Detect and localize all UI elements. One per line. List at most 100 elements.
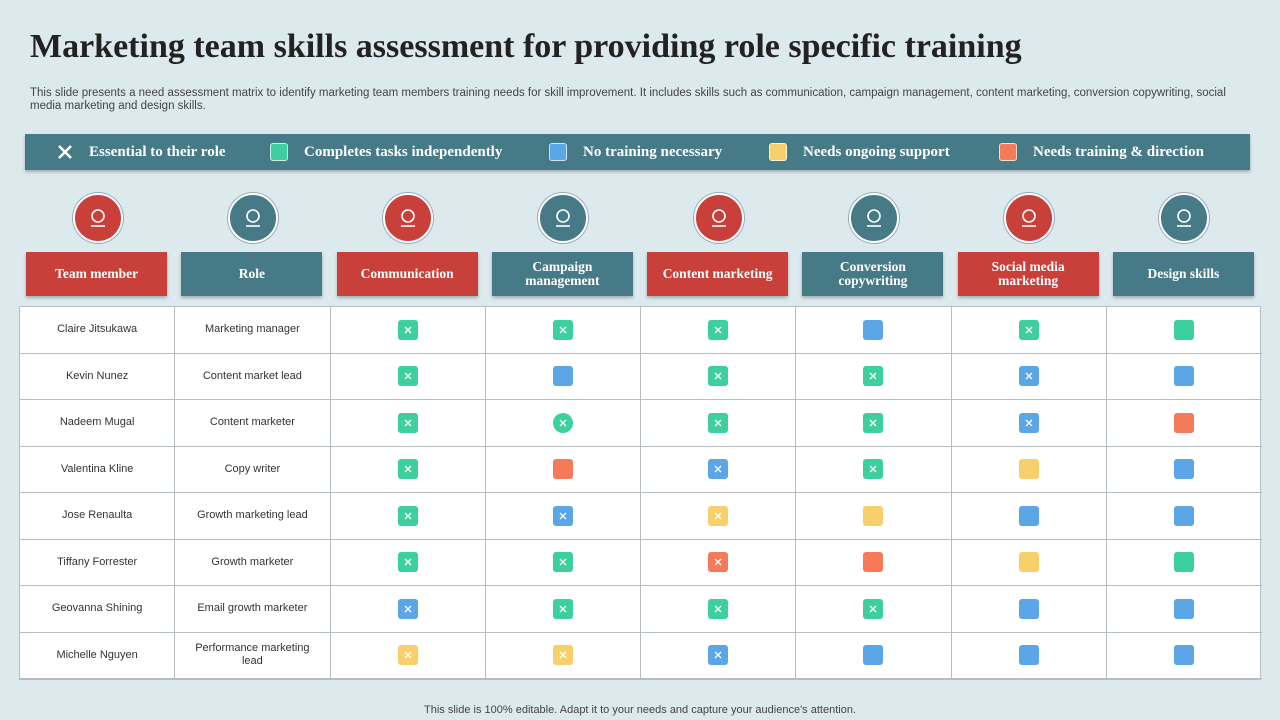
x-marker (1025, 372, 1033, 380)
status-swatch (397, 459, 418, 480)
role-cell: Marketing manager (175, 307, 331, 354)
x-marker (404, 326, 412, 334)
status-swatch (397, 598, 418, 619)
status-swatch (552, 645, 573, 666)
column-icon (538, 193, 589, 243)
status-swatch (552, 366, 573, 387)
skill-cell (641, 446, 797, 493)
status-swatch (552, 552, 573, 573)
column-header: Content marketing (647, 252, 789, 296)
status-swatch (863, 552, 884, 573)
skill-cell (485, 493, 641, 540)
status-swatch (552, 459, 573, 480)
status-swatch (397, 319, 418, 340)
status-swatch (708, 552, 729, 573)
skill-cell (796, 493, 952, 540)
status-swatch (397, 552, 418, 573)
legend-label: No training necessary (583, 143, 723, 160)
status-swatch (863, 459, 884, 480)
skill-cell (796, 539, 952, 586)
member-name: Nadeem Mugal (59, 416, 135, 429)
legend-item: Needs training & direction (999, 134, 1204, 170)
legend-item: Completes tasks independently (270, 134, 502, 170)
x-marker (1025, 419, 1033, 427)
x-marker (869, 605, 877, 613)
x-marker (404, 419, 412, 427)
skill-cell (951, 307, 1107, 354)
status-swatch (552, 598, 573, 619)
status-swatch (1018, 645, 1039, 666)
status-swatch (552, 319, 573, 340)
role-cell: Growth marketing lead (175, 493, 331, 540)
name-cell: Jose Renaulta (20, 493, 176, 540)
icon-glyph (866, 209, 881, 227)
status-swatch (1174, 412, 1195, 433)
legend-x (55, 142, 75, 162)
x-marker (714, 465, 722, 473)
skill-cell (1106, 447, 1262, 493)
column-icon (1004, 193, 1055, 243)
skill-cell (485, 632, 641, 679)
skill-cell (485, 400, 641, 447)
legend-label: Needs ongoing support (803, 143, 950, 160)
skill-cell (951, 539, 1107, 586)
status-swatch (1018, 598, 1039, 619)
skill-cell (951, 493, 1107, 540)
status-swatch (708, 598, 729, 619)
status-swatch (1174, 552, 1195, 573)
column-header: Social media marketing (957, 252, 1099, 296)
title: Marketing team skills assessment for pro… (30, 28, 1022, 65)
legend-swatch (549, 143, 567, 161)
status-swatch (708, 459, 729, 480)
member-name: Jose Renaulta (61, 509, 133, 522)
role-cell: Email growth marketer (175, 586, 331, 633)
skill-cell (796, 307, 952, 354)
status-swatch (708, 505, 729, 526)
column-header-label: Design skills (1147, 266, 1220, 281)
x-marker (714, 558, 722, 566)
column-header: Conversion copywriting (802, 252, 944, 296)
status-swatch (708, 645, 729, 666)
icon-glyph (556, 209, 571, 227)
column-header-label: Campaign management (525, 259, 600, 288)
column-header-label: Communication (360, 266, 454, 281)
column-header: Campaign management (491, 252, 633, 296)
skill-cell (641, 307, 797, 354)
column-header: Communication (336, 252, 478, 296)
skill-cell (641, 632, 797, 679)
x-marker (404, 558, 412, 566)
x-marker (869, 372, 877, 380)
column-icon (72, 193, 123, 243)
status-swatch (1174, 505, 1195, 526)
skill-cell (330, 632, 486, 679)
footer: This slide is 100% editable. Adapt it to… (424, 704, 856, 716)
name-cell: Michelle Nguyen (20, 632, 176, 679)
member-role: Marketing manager (204, 323, 300, 336)
status-swatch (708, 412, 729, 433)
x-marker (559, 419, 567, 427)
skill-cell (330, 539, 486, 586)
skill-cell (951, 446, 1107, 493)
name-cell: Claire Jitsukawa (20, 307, 176, 354)
skill-cell (1106, 354, 1262, 400)
legend-label: Needs training & direction (1033, 143, 1204, 160)
x-marker (559, 558, 567, 566)
x-marker (1025, 326, 1033, 334)
skill-cell (1106, 400, 1262, 447)
status-swatch (1018, 505, 1039, 526)
role-cell: Content marketer (175, 400, 331, 447)
column-header-label: Team member (55, 266, 139, 281)
status-swatch (863, 505, 884, 526)
icon-glyph (245, 209, 260, 227)
skill-cell (485, 539, 641, 586)
status-swatch (552, 505, 573, 526)
x-marker (869, 419, 877, 427)
member-name: Claire Jitsukawa (57, 323, 138, 336)
column-header-label: Content marketing (662, 266, 773, 281)
skill-cell (1106, 586, 1262, 633)
member-role: Content marketer (209, 416, 295, 429)
member-role: Growth marketer (211, 555, 294, 568)
x-marker (869, 465, 877, 473)
skill-cell (1106, 493, 1262, 540)
status-swatch (1174, 645, 1195, 666)
